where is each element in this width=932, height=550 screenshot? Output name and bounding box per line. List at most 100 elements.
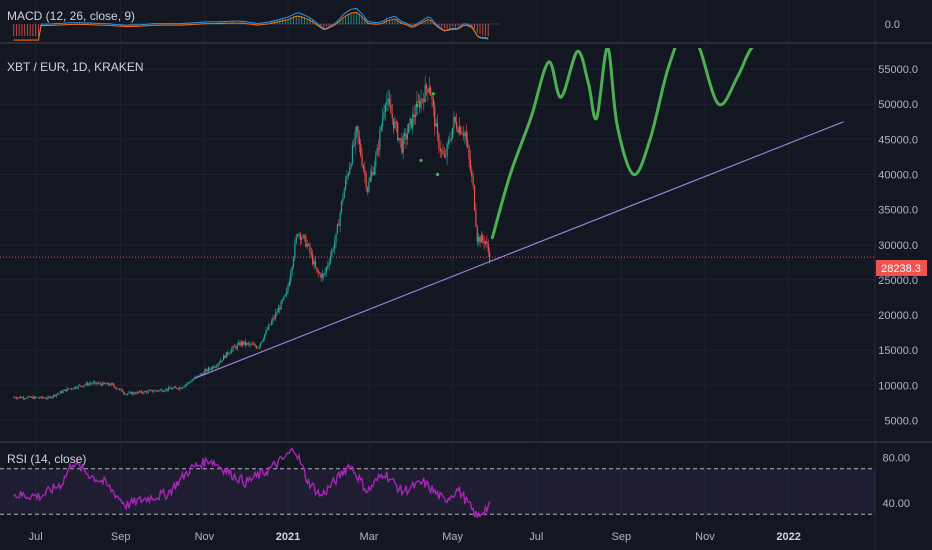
candle-body <box>238 342 240 345</box>
candle-body <box>465 132 467 141</box>
candle-body <box>159 389 162 391</box>
macd-histogram-bar <box>323 24 325 29</box>
candle-body <box>22 397 24 399</box>
candle-body <box>168 387 170 391</box>
candle-body <box>185 383 188 385</box>
candle-body <box>40 396 42 399</box>
x-tick-label-0: Jul <box>29 531 43 543</box>
candle-body <box>438 134 440 149</box>
candle-body <box>211 366 214 370</box>
candle-body <box>384 104 386 113</box>
macd-histogram-bar <box>339 20 341 24</box>
candle-body <box>18 396 20 398</box>
candle-body <box>76 388 78 390</box>
macd-histogram-bar <box>397 19 399 24</box>
macd-histogram-bar <box>427 18 429 24</box>
candle-body <box>77 385 79 389</box>
macd-histogram-bar <box>452 24 454 27</box>
candle-body <box>228 353 230 355</box>
candle-body <box>239 342 241 346</box>
candle-body <box>140 391 142 393</box>
candle-body <box>169 387 171 389</box>
candle-body <box>33 396 35 399</box>
candle-body <box>70 388 72 390</box>
macd-histogram-bar <box>438 24 440 26</box>
candle-body <box>176 387 178 389</box>
macd-histogram-bar <box>350 13 352 24</box>
trendline <box>194 121 844 379</box>
candle-body <box>478 236 480 242</box>
candle-body <box>353 144 355 146</box>
macd-histogram-bar <box>487 24 489 36</box>
price-legend[interactable]: XBT / EUR, 1D, KRAKEN <box>7 60 143 74</box>
candle-body <box>61 391 63 393</box>
x-tick-label-3: 2021 <box>276 531 300 543</box>
macd-histogram-bar <box>15 24 17 36</box>
candle-body <box>313 261 315 265</box>
candle-body <box>324 272 326 275</box>
candle-body <box>357 126 359 137</box>
macd-histogram-bar <box>468 24 470 25</box>
candle-body <box>59 391 61 394</box>
macd-histogram-bar <box>353 12 355 24</box>
candle-body <box>299 233 301 240</box>
candle-body <box>220 360 222 363</box>
candle-body <box>100 384 103 386</box>
candle-body <box>451 127 454 139</box>
macd-histogram-bar <box>457 24 459 27</box>
candle-body <box>423 98 425 103</box>
candle-body <box>121 389 123 393</box>
candle-body <box>262 338 264 341</box>
macd-histogram-bar <box>446 24 448 30</box>
candle-body <box>328 262 330 266</box>
macd-histogram-bar <box>328 24 330 28</box>
candle-body <box>331 249 333 256</box>
candle-body <box>439 148 441 152</box>
candle-body <box>229 352 232 354</box>
candle-body <box>338 224 340 226</box>
macd-histogram-bar <box>361 16 363 24</box>
rsi-legend[interactable]: RSI (14, close) <box>7 452 86 466</box>
candle-body <box>21 397 23 399</box>
macd-histogram-bar <box>358 13 360 24</box>
candle-body <box>113 384 115 387</box>
candle-body <box>479 236 481 243</box>
candle-body <box>32 396 34 399</box>
candle-body <box>412 114 414 128</box>
candle-body <box>84 384 86 386</box>
macd-histogram-bar <box>303 16 305 24</box>
candle-body <box>391 113 393 119</box>
macd-histogram-bar <box>32 24 34 36</box>
candle-body <box>25 398 27 400</box>
candle-body <box>434 106 436 127</box>
candle-body <box>394 121 396 129</box>
candle-body <box>383 112 385 118</box>
candle-body <box>17 397 19 399</box>
candle-body <box>195 376 197 378</box>
candle-body <box>233 346 236 348</box>
candle-body <box>92 382 94 384</box>
candle-body <box>201 373 203 375</box>
candle-body <box>177 388 179 390</box>
macd-histogram-bar <box>391 19 393 24</box>
macd-histogram-bar <box>301 15 303 24</box>
candle-body <box>243 341 245 345</box>
candle-body <box>332 249 334 251</box>
price-tick-label-5: 30000.0 <box>878 240 918 252</box>
marker-dot-3 <box>435 172 440 177</box>
candle-body <box>265 329 267 335</box>
candle-body <box>428 87 430 93</box>
candle-body <box>222 355 225 361</box>
candle-body <box>482 235 484 241</box>
candle-body <box>323 273 325 275</box>
price-tick-label-4: 35000.0 <box>878 205 918 217</box>
candle-body <box>105 383 107 385</box>
candle-body <box>425 84 428 90</box>
candle-body <box>445 156 447 158</box>
candle-body <box>342 198 344 202</box>
macd-legend[interactable]: MACD (12, 26, close, 9) <box>7 9 135 23</box>
macd-histogram-bar <box>298 16 300 24</box>
candle-body <box>19 396 22 399</box>
macd-histogram-bar <box>292 16 294 24</box>
